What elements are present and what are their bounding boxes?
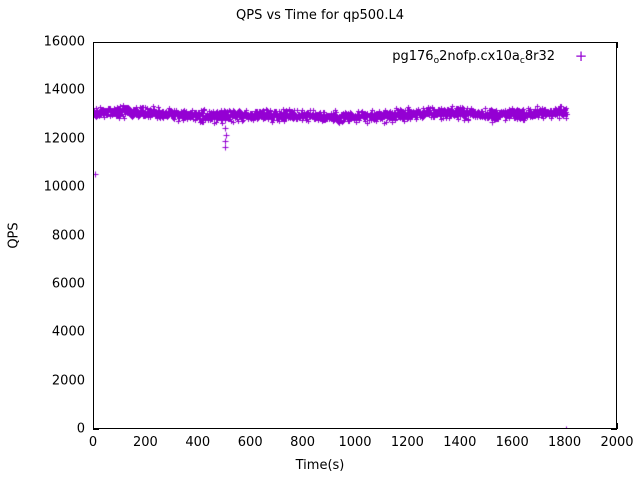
- y-tick-label: 12000: [43, 131, 85, 147]
- y-axis-title: QPS: [6, 222, 22, 249]
- y-tick-label: 2000: [51, 373, 85, 389]
- x-tick-label: 1000: [338, 435, 372, 450]
- y-tick-label: 16000: [43, 34, 85, 50]
- x-tick-label: 1400: [443, 435, 477, 450]
- x-axis-title: Time(s): [295, 458, 345, 473]
- x-tick-label: 800: [290, 435, 316, 450]
- scatter-plot-canvas: [94, 43, 616, 428]
- y-tick-mark: [611, 429, 617, 430]
- y-axis-tick-labels: 0 2000 4000 6000 8000 10000 12000 14000 16000: [0, 0, 617, 480]
- x-tick-label: 1200: [390, 435, 424, 450]
- page-title: QPS vs Time for qp500.L4: [236, 8, 404, 23]
- y-tick-label: 6000: [51, 276, 85, 292]
- y-tick-mark: [93, 429, 99, 430]
- legend-marker-icon: +: [574, 47, 588, 65]
- x-tick-label: 0: [88, 435, 98, 450]
- x-tick-label: 600: [237, 435, 263, 450]
- y-tick-label: 14000: [43, 82, 85, 98]
- y-tick-label: 4000: [51, 324, 85, 340]
- x-tick-label: 2000: [600, 435, 634, 450]
- x-tick-mark: [617, 42, 618, 48]
- legend-entry-label: pg176o2nofp.cx10ac8r32: [392, 49, 555, 66]
- x-tick-label: 1800: [548, 435, 582, 450]
- x-tick-label: 400: [185, 435, 211, 450]
- legend: pg176o2nofp.cx10ac8r32 +: [392, 47, 607, 67]
- x-tick-mark: [617, 423, 618, 429]
- x-tick-label: 1600: [495, 435, 529, 450]
- y-tick-label: 8000: [51, 228, 85, 243]
- x-tick-label: 200: [132, 435, 158, 450]
- y-tick-label: 0: [76, 421, 85, 437]
- y-tick-label: 10000: [43, 179, 85, 195]
- plot-area: [93, 42, 617, 429]
